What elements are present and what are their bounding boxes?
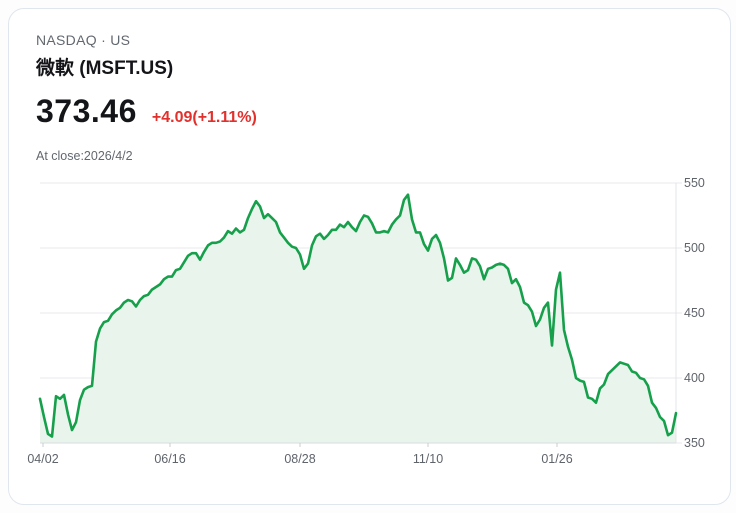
y-axis-label-500: 500 (684, 241, 705, 255)
y-axis-label-550: 550 (684, 176, 705, 190)
exchange-market-label: NASDAQ · US (36, 32, 131, 48)
price-row: 373.46 +4.09(+1.11%) (36, 93, 257, 130)
x-axis-label-06-16: 06/16 (154, 452, 186, 466)
price-area-fill (40, 194, 676, 443)
y-axis-label-450: 450 (684, 306, 705, 320)
at-close-timestamp: At close:2026/4/2 (36, 149, 133, 163)
last-price: 373.46 (36, 93, 137, 129)
y-axis-label-400: 400 (684, 371, 705, 385)
y-axis-label-350: 350 (684, 436, 705, 450)
x-axis-label-11-10: 11/10 (412, 452, 444, 466)
x-axis-label-04-02: 04/02 (27, 452, 59, 466)
price-change: +4.09(+1.11%) (151, 109, 257, 126)
x-axis-label-08-28: 08/28 (284, 452, 316, 466)
price-line[interactable] (38, 193, 678, 438)
stock-name: 微軟 (MSFT.US) (36, 58, 174, 79)
x-axis-label-01-26: 01/26 (541, 452, 573, 466)
